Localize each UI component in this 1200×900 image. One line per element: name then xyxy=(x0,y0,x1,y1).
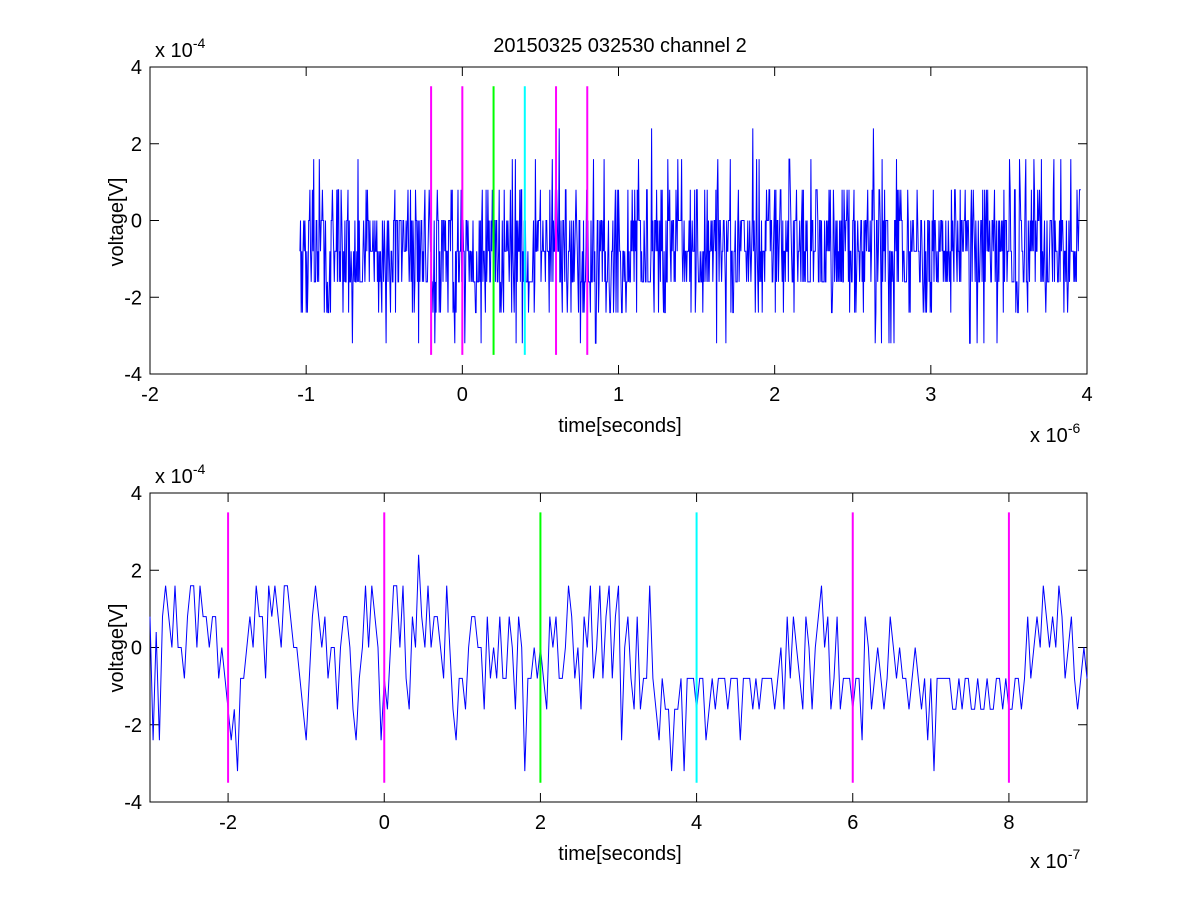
top-x-tick-label: 1 xyxy=(613,384,624,406)
top-plot-series xyxy=(299,128,1081,344)
bottom-x-tick-label: -2 xyxy=(219,812,237,834)
top-x-tick-label: -2 xyxy=(141,384,159,406)
top-y-tick-label: 0 xyxy=(131,211,142,233)
top-x-tick-label: 3 xyxy=(925,384,936,406)
bottom-y-multiplier-base: x 10 xyxy=(155,466,193,488)
bottom-plot-markers xyxy=(227,512,1010,783)
bottom-x-axis-label: time[seconds] xyxy=(558,843,681,865)
bottom-y-tick-label: 0 xyxy=(131,638,142,660)
top-x-axis-label: time[seconds] xyxy=(558,415,681,437)
bottom-y-tick-label: 4 xyxy=(131,483,142,505)
top-y-multiplier-base: x 10 xyxy=(155,40,193,62)
top-y-tick-label: -2 xyxy=(124,287,142,309)
bottom-y-tick-label: -2 xyxy=(124,715,142,737)
bottom-axes-box xyxy=(149,492,1088,803)
top-y-multiplier: x 10-4 xyxy=(155,35,205,62)
bottom-plot-series xyxy=(149,554,1088,772)
bottom-y-tick-label: 2 xyxy=(131,560,142,582)
bottom-x-multiplier: x 10-7 xyxy=(1030,846,1080,873)
top-x-multiplier-exponent: -6 xyxy=(1068,420,1081,436)
bottom-x-tick-label: 6 xyxy=(847,812,858,834)
bottom-y-axis-label: voltage[V] xyxy=(106,604,128,693)
bottom-series-line xyxy=(149,554,1088,772)
top-x-tick-label: -1 xyxy=(297,384,315,406)
top-plot: 20150325 032530 channel 2 -2 -1 0 1 2 3 4-4-20… xyxy=(106,35,1093,447)
top-x-tick-label: 4 xyxy=(1081,384,1092,406)
bottom-y-tick-label: -4 xyxy=(124,792,142,814)
bottom-x-multiplier-exponent: -7 xyxy=(1068,846,1081,862)
bottom-plot-axes: -2 0 2 4 6 8 -4 -2 0 2 4 xyxy=(124,483,1088,834)
top-y-tick-label: 4 xyxy=(131,57,142,79)
top-y-multiplier-exponent: -4 xyxy=(193,35,206,51)
chart-title: 20150325 032530 channel 2 xyxy=(493,35,747,57)
bottom-x-multiplier-base: x 10 xyxy=(1030,851,1068,873)
bottom-x-tick-label: 4 xyxy=(691,812,702,834)
top-y-tick-label: -4 xyxy=(124,364,142,386)
top-y-axis-label: voltage[V] xyxy=(106,178,128,267)
top-x-multiplier: x 10-6 xyxy=(1030,420,1080,447)
top-x-multiplier-base: x 10 xyxy=(1030,425,1068,447)
top-x-tick-label: 2 xyxy=(769,384,780,406)
bottom-y-multiplier: x 10-4 xyxy=(155,461,205,488)
top-plot-markers xyxy=(430,86,589,355)
top-y-tick-label: 2 xyxy=(131,134,142,156)
bottom-x-tick-label: 2 xyxy=(535,812,546,834)
top-series-line xyxy=(299,128,1081,344)
bottom-x-tick-label: 8 xyxy=(1003,812,1014,834)
top-x-tick-label: 0 xyxy=(457,384,468,406)
bottom-y-multiplier-exponent: -4 xyxy=(193,461,206,477)
bottom-x-tick-label: 0 xyxy=(379,812,390,834)
